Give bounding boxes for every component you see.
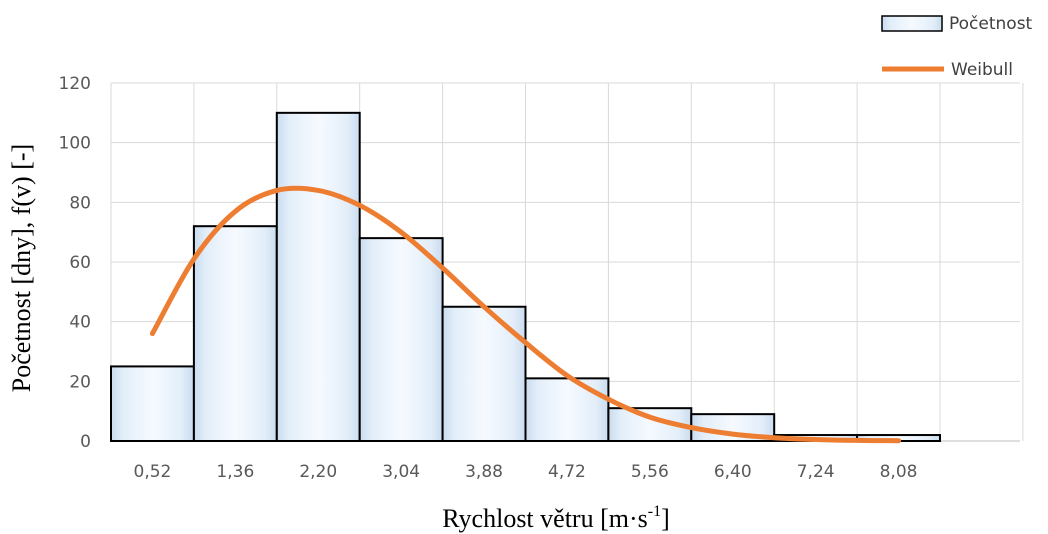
x-tick-label: 4,72: [548, 462, 586, 482]
y-tick-label: 0: [80, 432, 91, 452]
bar: [358, 237, 444, 442]
x-axis-title-sup: -1: [648, 503, 661, 520]
x-tick-label: 2,20: [299, 462, 337, 482]
bar: [524, 377, 610, 443]
legend-label-weibull: Weibull: [951, 60, 1013, 80]
x-tick-labels: 0,52 1,36 2,20 3,04 3,88 4,72 5,56 6,40 7,24 8,08: [134, 462, 918, 482]
x-tick-label: 0,52: [134, 462, 172, 482]
weibull-line: [149, 185, 902, 444]
y-tick-label: 40: [69, 313, 91, 333]
bar: [192, 225, 278, 442]
x-tick-label: 1,36: [216, 462, 254, 482]
bar: [441, 305, 527, 442]
y-tick-label: 100: [59, 134, 91, 154]
y-tick-label: 80: [69, 193, 91, 213]
bar: [275, 111, 361, 442]
x-tick-label: 6,40: [714, 462, 752, 482]
x-axis-title: Rychlost větru [m·s-1]: [442, 503, 670, 533]
x-axis-title-end: ]: [661, 504, 670, 533]
y-axis-title: Početnost [dny], f(v) [-]: [7, 144, 36, 392]
x-tick-label: 3,88: [465, 462, 503, 482]
y-tick-label: 20: [69, 372, 91, 392]
legend-label-pocetnost: Početnost: [949, 14, 1033, 34]
legend: Početnost Weibull: [881, 14, 1033, 80]
x-tick-label: 5,56: [631, 462, 669, 482]
legend-swatch-pocetnost: [881, 15, 943, 32]
bar-series: [110, 111, 941, 443]
y-tick-label: 120: [59, 74, 91, 94]
bar: [110, 365, 195, 442]
x-tick-label: 3,04: [382, 462, 420, 482]
x-axis-title-main: Rychlost větru [m·s: [442, 504, 648, 533]
y-tick-label: 60: [69, 253, 91, 273]
x-tick-label: 7,24: [797, 462, 835, 482]
y-tick-labels: 0 20 40 60 80 100 120: [59, 74, 91, 452]
x-tick-label: 8,08: [880, 462, 918, 482]
